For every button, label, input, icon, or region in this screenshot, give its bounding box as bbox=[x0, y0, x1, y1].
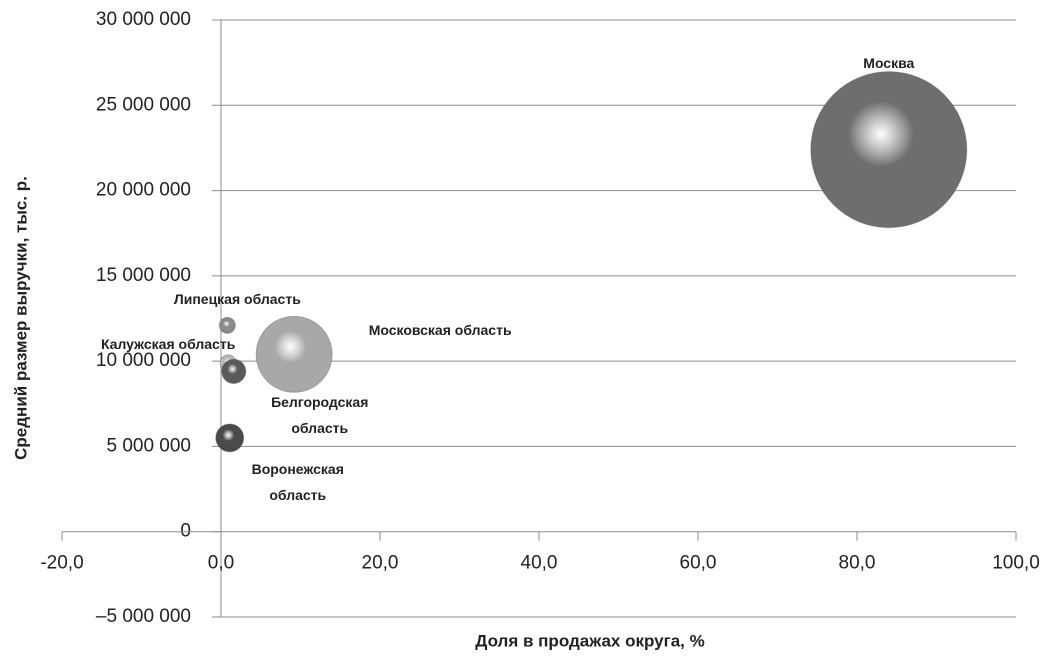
x-tick-label: 80,0 bbox=[839, 553, 876, 574]
y-tick-label: 30 000 000 bbox=[96, 9, 191, 30]
y-tick-label: 20 000 000 bbox=[96, 180, 191, 201]
bubble bbox=[221, 358, 247, 384]
y-tick-label: 15 000 000 bbox=[96, 265, 191, 286]
x-tick-label: 20,0 bbox=[362, 553, 399, 574]
y-tick-label: 10 000 000 bbox=[96, 350, 191, 371]
bubble bbox=[255, 315, 333, 393]
bubble bbox=[810, 71, 968, 229]
data-label: Калужская область bbox=[100, 335, 236, 352]
x-tick-label: 60,0 bbox=[680, 553, 717, 574]
data-label: Липецкая область bbox=[173, 291, 301, 308]
data-label: Москва bbox=[863, 54, 915, 71]
x-tick-label: 0,0 bbox=[208, 553, 234, 574]
y-tick-label: 5 000 000 bbox=[106, 435, 191, 456]
bubble bbox=[215, 423, 245, 453]
x-axis-title: Доля в продажах округа, % bbox=[475, 631, 704, 650]
y-tick-label: –5 000 000 bbox=[96, 606, 191, 627]
x-tick-label: -20,0 bbox=[40, 553, 83, 574]
data-label: Московская область bbox=[368, 322, 512, 339]
y-axis-title: Средний размер выручки, тыс. р. bbox=[11, 176, 30, 460]
data-label: Белгородская область bbox=[271, 394, 369, 437]
y-tick-label: 25 000 000 bbox=[96, 94, 191, 115]
x-tick-label: 40,0 bbox=[521, 553, 558, 574]
bubble bbox=[218, 316, 236, 334]
data-label: Воронежская область bbox=[251, 460, 344, 503]
x-tick-label: 100,0 bbox=[992, 553, 1040, 574]
